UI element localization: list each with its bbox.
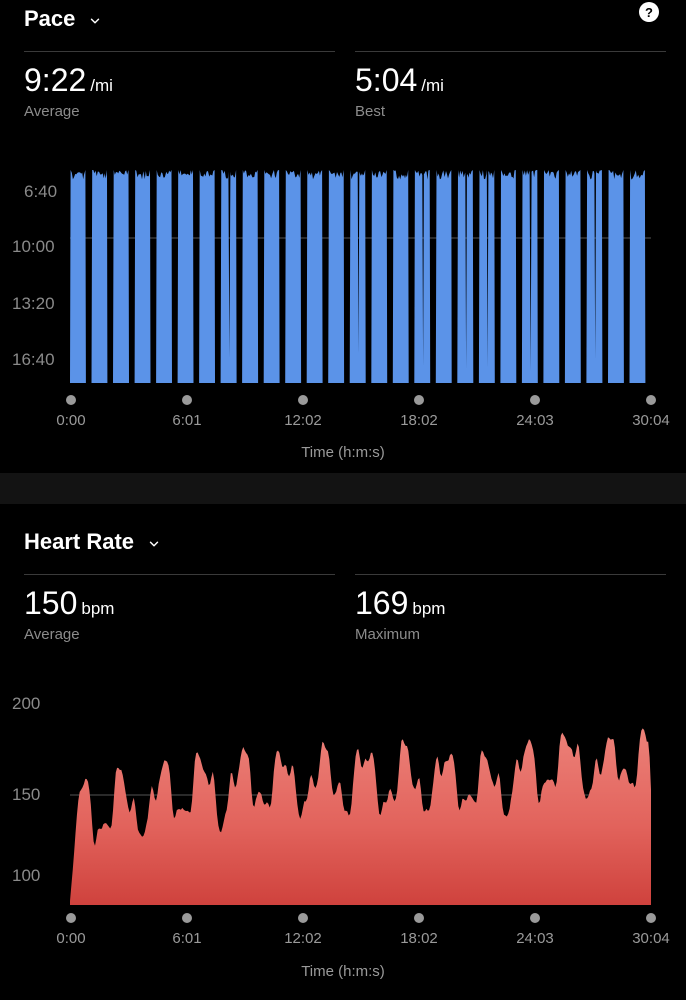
- svg-text:100: 100: [12, 866, 40, 885]
- svg-text:10:00: 10:00: [12, 237, 55, 256]
- svg-text:0:00: 0:00: [56, 412, 85, 429]
- svg-text:16:40: 16:40: [12, 350, 55, 369]
- svg-text:24:03: 24:03: [516, 930, 554, 947]
- svg-text:12:02: 12:02: [284, 930, 322, 947]
- svg-text:30:04: 30:04: [632, 412, 670, 429]
- svg-text:6:40: 6:40: [24, 182, 57, 201]
- svg-text:18:02: 18:02: [400, 930, 438, 947]
- svg-text:150: 150: [12, 785, 40, 804]
- svg-text:200: 200: [12, 694, 40, 713]
- svg-text:12:02: 12:02: [284, 412, 322, 429]
- svg-text:30:04: 30:04: [632, 930, 670, 947]
- svg-text:0:00: 0:00: [56, 930, 85, 947]
- svg-text:6:01: 6:01: [172, 412, 201, 429]
- svg-text:13:20: 13:20: [12, 294, 55, 313]
- svg-text:18:02: 18:02: [400, 412, 438, 429]
- svg-text:6:01: 6:01: [172, 930, 201, 947]
- svg-text:24:03: 24:03: [516, 412, 554, 429]
